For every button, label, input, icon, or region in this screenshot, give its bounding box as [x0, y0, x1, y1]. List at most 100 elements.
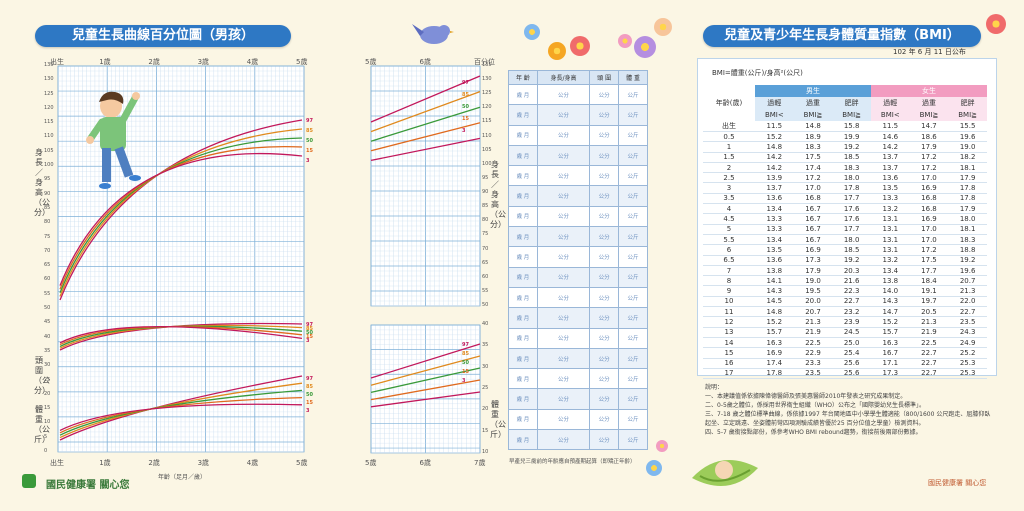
record-weight-cell[interactable]: 公斤 [618, 286, 648, 309]
record-weight-cell[interactable]: 公斤 [618, 429, 648, 451]
record-weight-cell[interactable]: 公斤 [618, 347, 648, 370]
record-height-cell[interactable]: 公分 [536, 104, 591, 126]
bmi-row: 11 14.8 20.7 23.2 14.7 20.5 22.7 [703, 306, 987, 318]
record-height-cell[interactable]: 公分 [536, 83, 591, 106]
record-head-cell[interactable]: 公分 [589, 266, 620, 288]
record-age-cell[interactable]: 歲 月 [508, 124, 538, 146]
record-age-cell[interactable]: 歲 月 [508, 205, 538, 228]
bmi-value-cell: 24.5 [832, 327, 871, 338]
bmi-row: 4.5 13.3 16.7 17.6 13.1 16.9 18.0 [703, 213, 987, 225]
mid-w-scale-tick: 15 [482, 427, 489, 434]
record-height-cell[interactable]: 公分 [536, 226, 591, 248]
left-scale-tick: 45 [44, 319, 51, 326]
record-age-cell[interactable]: 歲 月 [508, 266, 538, 288]
left-scale-tick: 15 [44, 405, 51, 412]
record-head-cell[interactable]: 公分 [589, 388, 620, 410]
record-height-cell[interactable]: 公分 [536, 429, 591, 451]
record-height-cell[interactable]: 公分 [536, 327, 591, 349]
record-weight-cell[interactable]: 公斤 [618, 144, 648, 167]
bmi-row: 10 14.5 20.0 22.7 14.3 19.7 22.0 [703, 296, 987, 308]
record-head-cell[interactable]: 公分 [589, 144, 620, 167]
record-height-cell[interactable]: 公分 [536, 408, 591, 431]
record-height-cell[interactable]: 公分 [536, 144, 591, 167]
bmi-value-cell: 13.7 [870, 162, 910, 174]
bmi-value-cell: 17.9 [948, 172, 987, 184]
record-head-cell[interactable]: 公分 [589, 83, 620, 106]
record-head-cell[interactable]: 公分 [589, 226, 620, 248]
record-weight-cell[interactable]: 公斤 [618, 226, 648, 248]
bmi-value-cell: 17.0 [909, 234, 949, 246]
record-age-cell[interactable]: 歲 月 [508, 286, 538, 309]
record-age-cell[interactable]: 歲 月 [508, 104, 538, 126]
record-weight-cell[interactable]: 公斤 [618, 246, 648, 268]
record-head-cell[interactable]: 公分 [589, 408, 620, 431]
record-height-cell[interactable]: 公分 [536, 388, 591, 410]
record-age-cell[interactable]: 歲 月 [508, 226, 538, 248]
record-head-cell[interactable]: 公分 [589, 124, 620, 146]
mid-scale-tick: 125 [482, 90, 492, 97]
record-age-cell[interactable]: 歲 月 [508, 185, 538, 207]
record-head-cell[interactable]: 公分 [589, 185, 620, 207]
record-weight-cell[interactable]: 公斤 [618, 388, 648, 410]
record-head-cell[interactable]: 公分 [589, 307, 620, 329]
mid-top-label: 6歲 [419, 58, 431, 66]
record-age-cell[interactable]: 歲 月 [508, 165, 538, 187]
record-age-cell[interactable]: 歲 月 [508, 83, 538, 106]
record-height-cell[interactable]: 公分 [536, 347, 591, 370]
bmi-value-cell: 17.8 [832, 182, 871, 194]
record-height-cell[interactable]: 公分 [536, 307, 591, 329]
record-head-cell[interactable]: 公分 [589, 327, 620, 349]
bmi-value-cell: 22.0 [948, 296, 987, 308]
flower-decoration [570, 36, 590, 56]
record-head-cell[interactable]: 公分 [589, 368, 620, 390]
record-height-cell[interactable]: 公分 [536, 205, 591, 228]
record-weight-cell[interactable]: 公斤 [618, 266, 648, 288]
bmi-value-cell: 13.2 [870, 255, 910, 266]
record-head-cell[interactable]: 公分 [589, 205, 620, 228]
record-head-cell[interactable]: 公分 [589, 165, 620, 187]
record-weight-cell[interactable]: 公斤 [618, 205, 648, 228]
record-height-cell[interactable]: 公分 [536, 185, 591, 207]
record-weight-cell[interactable]: 公斤 [618, 83, 648, 106]
left-scale-tick: 115 [44, 119, 54, 126]
record-age-cell[interactable]: 歲 月 [508, 408, 538, 431]
record-age-cell[interactable]: 歲 月 [508, 327, 538, 349]
record-height-cell[interactable]: 公分 [536, 124, 591, 146]
bmi-value-cell: 20.7 [793, 306, 833, 318]
record-weight-cell[interactable]: 公斤 [618, 124, 648, 146]
record-age-cell[interactable]: 歲 月 [508, 429, 538, 451]
record-height-cell[interactable]: 公分 [536, 165, 591, 187]
height-pct-label: 3 [306, 158, 310, 164]
bmi-row: 8 14.1 19.0 21.6 13.8 18.4 20.7 [703, 275, 987, 287]
record-weight-cell[interactable]: 公斤 [618, 408, 648, 431]
record-head-cell[interactable]: 公分 [589, 246, 620, 268]
record-weight-cell[interactable]: 公斤 [618, 185, 648, 207]
record-height-cell[interactable]: 公分 [536, 246, 591, 268]
record-height-cell[interactable]: 公分 [536, 368, 591, 390]
record-head-cell[interactable]: 公分 [589, 286, 620, 309]
mid-weight-curve [370, 379, 481, 401]
bmi-value-cell: 15.2 [870, 316, 910, 328]
record-age-cell[interactable]: 歲 月 [508, 307, 538, 329]
top-age-label: 出生 [50, 58, 64, 66]
record-weight-cell[interactable]: 公斤 [618, 327, 648, 349]
record-weight-cell[interactable]: 公斤 [618, 307, 648, 329]
flower-decoration [634, 36, 656, 58]
bmi-value-cell: 13.3 [755, 213, 794, 225]
record-height-cell[interactable]: 公分 [536, 286, 591, 309]
record-head-cell[interactable]: 公分 [589, 347, 620, 370]
record-age-cell[interactable]: 歲 月 [508, 368, 538, 390]
record-head-cell[interactable]: 公分 [589, 429, 620, 451]
record-weight-cell[interactable]: 公斤 [618, 368, 648, 390]
record-head-cell[interactable]: 公分 [589, 104, 620, 126]
record-weight-cell[interactable]: 公斤 [618, 104, 648, 126]
record-age-cell[interactable]: 歲 月 [508, 388, 538, 410]
record-age-cell[interactable]: 歲 月 [508, 347, 538, 370]
record-height-cell[interactable]: 公分 [536, 266, 591, 288]
mid-w-pct-label: 15 [462, 369, 469, 375]
record-weight-cell[interactable]: 公斤 [618, 165, 648, 187]
record-age-cell[interactable]: 歲 月 [508, 144, 538, 167]
record-age-cell[interactable]: 歲 月 [508, 246, 538, 268]
mid-w-pct-label: 3 [462, 378, 466, 384]
bmi-value-cell: 14.1 [755, 275, 794, 287]
